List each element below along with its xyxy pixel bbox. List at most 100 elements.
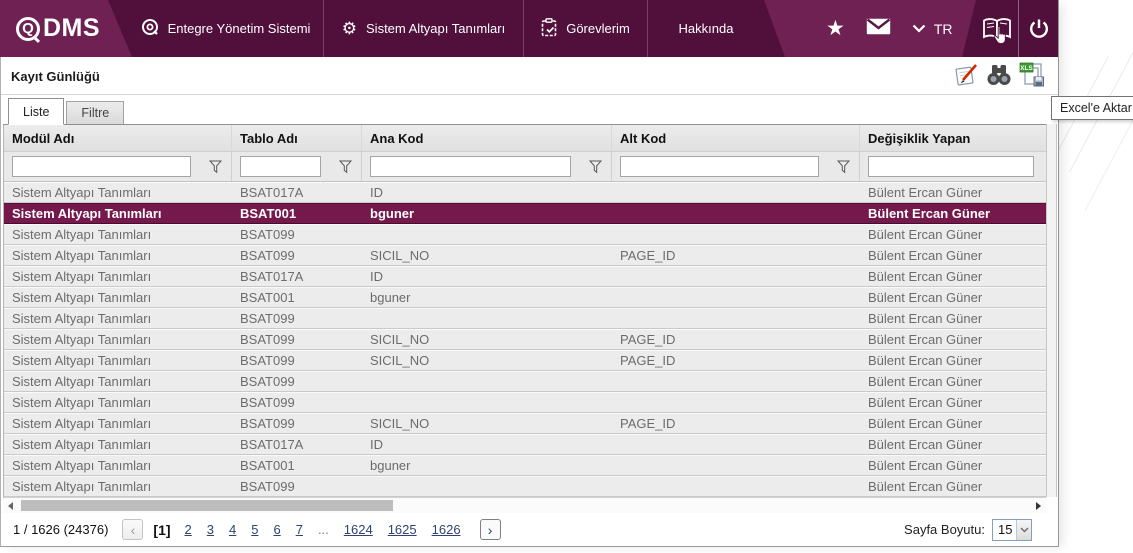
filter-input[interactable] — [868, 156, 1034, 177]
table-cell — [612, 225, 860, 244]
table-cell: Sistem Altyapı Tanımları — [12, 185, 152, 200]
table-cell: BSAT017A — [240, 185, 304, 200]
qdms-logo-text: DMS — [43, 14, 101, 42]
table-row[interactable]: Sistem Altyapı Tanımları BSAT017A ID Bülent… — [4, 182, 1046, 203]
favorites-star-icon[interactable]: ★ — [826, 17, 845, 40]
table-row[interactable]: Sistem Altyapı Tanımları BSAT099 SICIL_NO P… — [4, 245, 1046, 266]
logout-power-button[interactable] — [1019, 0, 1059, 57]
table-row[interactable]: Sistem Altyapı Tanımları BSAT017A ID Bülent… — [4, 266, 1046, 287]
titlebar-toolbar: XLS — [952, 61, 1046, 89]
table-row-selected[interactable]: Sistem Altyapı Tanımları BSAT001 bguner Bül… — [4, 203, 1046, 224]
table-cell: Bülent Ercan Güner — [868, 395, 983, 410]
table-row[interactable]: Sistem Altyapı Tanımları BSAT099 SICIL_NO P… — [4, 413, 1046, 434]
filter-input[interactable] — [12, 156, 191, 177]
table-row[interactable]: Sistem Altyapı Tanımları BSAT099 Bülent Er… — [4, 392, 1046, 413]
grid-header-row: Modül Adı Tablo Adı Ana Kod Alt Kod Deği… — [4, 125, 1046, 152]
filter-input[interactable] — [240, 156, 321, 177]
filter-funnel-icon[interactable] — [836, 160, 851, 179]
column-header-modul-adi[interactable]: Modül Adı — [4, 125, 232, 151]
table-cell: ID — [370, 269, 383, 284]
table-row[interactable]: Sistem Altyapı Tanımları BSAT099 Bülent Er… — [4, 371, 1046, 392]
page-link[interactable]: 1624 — [343, 522, 373, 537]
menu-item-sistem-altyapi-tanimlari[interactable]: ⚙ Sistem Altyapı Tanımları — [324, 0, 524, 57]
table-cell — [612, 435, 860, 454]
column-header-tablo-adi[interactable]: Tablo Adı — [232, 125, 362, 151]
table-cell: BSAT099 — [240, 248, 295, 263]
table-row[interactable]: Sistem Altyapı Tanımları BSAT017A ID Bülent… — [4, 434, 1046, 455]
table-cell: Bülent Ercan Güner — [868, 458, 983, 473]
filter-input[interactable] — [370, 156, 571, 177]
table-cell: Bülent Ercan Güner — [868, 437, 983, 452]
column-header-ana-kod[interactable]: Ana Kod — [362, 125, 612, 151]
page-link[interactable]: 1626 — [431, 522, 461, 537]
table-cell: bguner — [370, 458, 411, 473]
table-cell: Bülent Ercan Güner — [868, 479, 983, 494]
table-cell: bguner — [370, 206, 415, 221]
table-cell: Sistem Altyapı Tanımları — [12, 395, 152, 410]
select-chevron-icon — [1016, 519, 1031, 540]
horizontal-scrollbar[interactable] — [3, 497, 1046, 513]
excel-export-button[interactable]: XLS — [1018, 61, 1046, 89]
table-cell — [612, 267, 860, 286]
page-link[interactable]: 7 — [295, 522, 303, 537]
page-link[interactable]: 2 — [184, 522, 192, 537]
mouse-hand-cursor-icon — [993, 25, 1010, 50]
language-label: TR — [933, 20, 953, 37]
column-header-alt-kod[interactable]: Alt Kod — [612, 125, 860, 151]
table-cell: Bülent Ercan Güner — [868, 311, 983, 326]
messages-mail-icon[interactable] — [866, 18, 891, 40]
edit-record-button[interactable] — [952, 61, 980, 89]
table-cell: Bülent Ercan Güner — [868, 248, 983, 263]
filter-input[interactable] — [620, 156, 819, 177]
table-cell: Sistem Altyapı Tanımları — [12, 332, 152, 347]
language-selector[interactable]: TR — [912, 21, 953, 37]
horizontal-scrollbar-thumb[interactable] — [21, 500, 393, 511]
menu-item-gorevlerim[interactable]: Görevlerim — [524, 0, 648, 57]
page-link[interactable]: 6 — [273, 522, 281, 537]
page-size-select[interactable]: 15 — [992, 518, 1032, 541]
top-navbar: Q DMS Entegre Yönetim Sistemi ⚙ Sistem A… — [0, 0, 1059, 57]
pagination-summary: 1 / 1626 (24376) — [13, 522, 109, 537]
page-link[interactable]: 1625 — [387, 522, 417, 537]
table-row[interactable]: Sistem Altyapı Tanımları BSAT099 Bülent Er… — [4, 308, 1046, 329]
previous-page-button[interactable]: ‹ — [122, 519, 144, 540]
table-cell — [362, 393, 612, 412]
table-cell — [362, 309, 612, 328]
table-row[interactable]: Sistem Altyapı Tanımları BSAT099 SICIL_NO P… — [4, 329, 1046, 350]
page-link[interactable]: 5 — [251, 522, 259, 537]
table-row[interactable]: Sistem Altyapı Tanımları BSAT099 Bülent Er… — [4, 224, 1046, 245]
filter-funnel-icon[interactable] — [338, 160, 353, 179]
page-title: Kayıt Günlüğü — [11, 69, 100, 84]
table-cell: Sistem Altyapı Tanımları — [12, 416, 152, 431]
table-cell: Sistem Altyapı Tanımları — [12, 227, 152, 242]
tab-liste[interactable]: Liste — [8, 98, 65, 125]
search-button[interactable] — [985, 61, 1013, 89]
page-link[interactable]: 3 — [206, 522, 214, 537]
table-cell: BSAT017A — [240, 269, 304, 284]
table-row[interactable]: Sistem Altyapı Tanımları BSAT001 bguner Bül… — [4, 287, 1046, 308]
menu-item-hakkinda[interactable]: Hakkında — [648, 0, 764, 57]
scroll-left-arrow-icon[interactable] — [8, 502, 13, 510]
filter-funnel-icon[interactable] — [208, 160, 223, 179]
page-link[interactable]: 4 — [229, 522, 237, 537]
column-header-degisiklik-yapan[interactable]: Değişiklik Yapan — [868, 130, 971, 146]
table-row[interactable]: Sistem Altyapı Tanımları BSAT099 Bülent Er… — [4, 476, 1046, 497]
scroll-right-arrow-icon[interactable] — [1036, 502, 1041, 510]
page-size-value: 15 — [998, 522, 1013, 537]
tab-filtre[interactable]: Filtre — [66, 101, 125, 125]
table-cell: SICIL_NO — [370, 248, 430, 263]
table-cell: BSAT099 — [240, 374, 295, 389]
tasks-clipboard-icon — [541, 17, 557, 40]
qdms-logo[interactable]: Q DMS — [0, 0, 132, 57]
next-page-button[interactable]: › — [479, 519, 501, 540]
menu-item-entegre-yonetim-sistemi[interactable]: Entegre Yönetim Sistemi — [128, 0, 324, 57]
filter-funnel-icon[interactable] — [588, 160, 603, 179]
table-cell: Sistem Altyapı Tanımları — [12, 269, 152, 284]
help-guide-button[interactable] — [976, 0, 1018, 57]
current-page-indicator: [1] — [153, 521, 171, 538]
background-streak — [1084, 69, 1133, 211]
table-row[interactable]: Sistem Altyapı Tanımları BSAT099 SICIL_NO P… — [4, 350, 1046, 371]
vertical-scrollbar[interactable] — [1046, 124, 1057, 497]
filter-cell — [232, 152, 362, 181]
table-row[interactable]: Sistem Altyapı Tanımları BSAT001 bguner Bül… — [4, 455, 1046, 476]
